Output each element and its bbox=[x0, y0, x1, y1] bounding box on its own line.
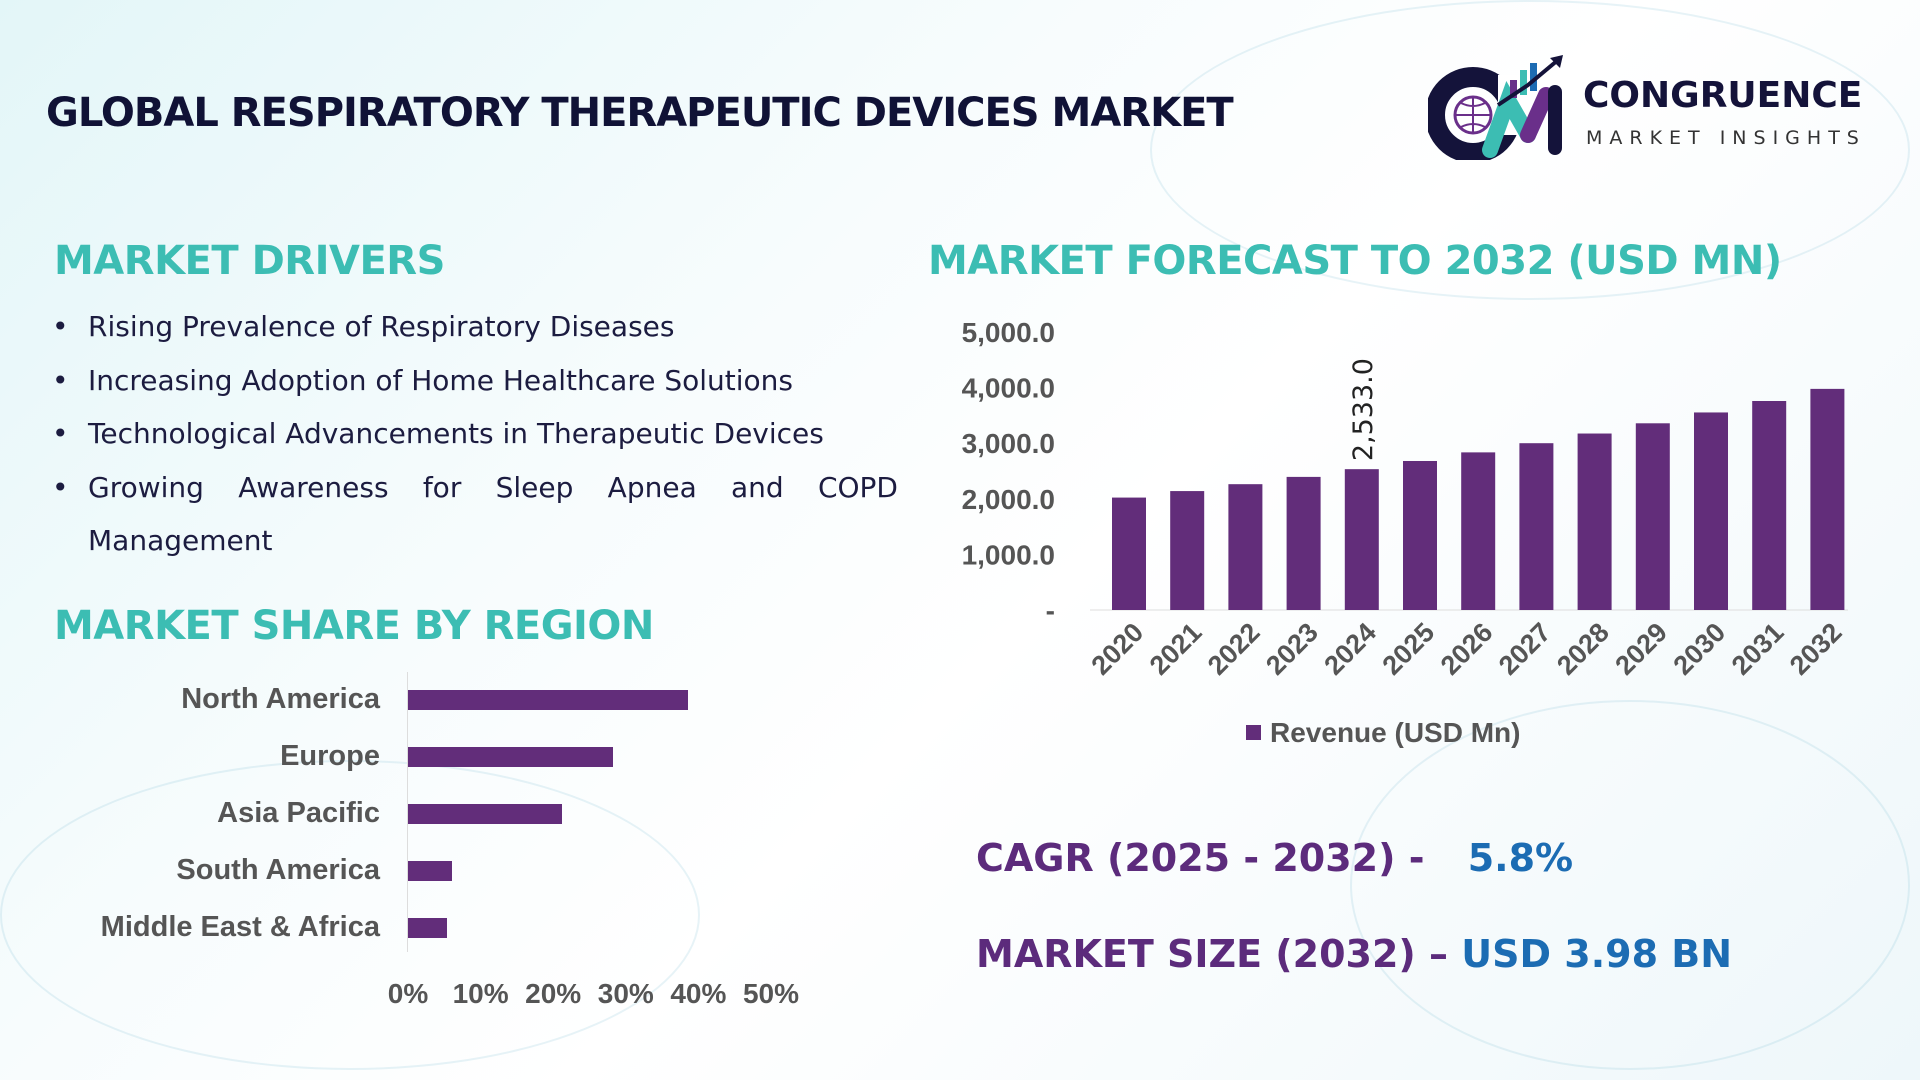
market-size-value: USD 3.98 BN bbox=[1461, 932, 1732, 976]
forecast-bar bbox=[1112, 497, 1146, 610]
logo-mark-icon bbox=[1425, 55, 1563, 163]
region-label: Europe bbox=[280, 740, 380, 772]
region-bar bbox=[408, 861, 453, 881]
logo: CONGRUENCE MARKET INSIGHTS bbox=[1425, 55, 1898, 163]
forecast-bar bbox=[1694, 412, 1728, 610]
market-size-row: MARKET SIZE (2032) – USD 3.98 BN bbox=[976, 932, 1732, 976]
driver-item: Technological Advancements in Therapeuti… bbox=[52, 407, 898, 461]
drivers-list: Rising Prevalence of Respiratory Disease… bbox=[52, 300, 898, 568]
region-label: Asia Pacific bbox=[217, 797, 380, 829]
region-axis-line bbox=[407, 672, 408, 952]
driver-item: Rising Prevalence of Respiratory Disease… bbox=[52, 300, 898, 354]
x-tick-label: 2020 bbox=[1086, 617, 1150, 681]
legend-swatch bbox=[1246, 725, 1261, 740]
region-x-tick: 20% bbox=[525, 978, 582, 1009]
y-tick-label: 3,000.0 bbox=[962, 428, 1055, 459]
cagr-value: 5.8% bbox=[1467, 836, 1574, 880]
x-tick-label: 2032 bbox=[1784, 617, 1848, 681]
market-size-label: MARKET SIZE (2032) – bbox=[976, 932, 1449, 976]
x-tick-label: 2031 bbox=[1726, 617, 1790, 681]
y-tick-label: - bbox=[1046, 595, 1055, 626]
x-tick-label: 2026 bbox=[1435, 617, 1499, 681]
drivers-heading: MARKET DRIVERS bbox=[54, 238, 445, 284]
region-x-tick: 10% bbox=[452, 978, 509, 1009]
x-tick-label: 2022 bbox=[1202, 617, 1266, 681]
driver-item: Increasing Adoption of Home Healthcare S… bbox=[52, 354, 898, 408]
region-label: South America bbox=[176, 854, 380, 886]
x-tick-label: 2028 bbox=[1551, 617, 1615, 681]
cagr-row: CAGR (2025 - 2032) - 5.8% bbox=[976, 836, 1573, 880]
logo-tagline: MARKET INSIGHTS bbox=[1586, 127, 1866, 149]
region-bar bbox=[408, 690, 689, 710]
region-bar bbox=[408, 747, 614, 767]
region-label: Middle East & Africa bbox=[100, 911, 380, 943]
y-tick-label: 5,000.0 bbox=[962, 317, 1055, 348]
x-tick-label: 2023 bbox=[1260, 617, 1324, 681]
y-tick-label: 1,000.0 bbox=[962, 539, 1055, 570]
driver-item: Growing Awareness for Sleep Apnea and CO… bbox=[52, 461, 898, 568]
background-wave bbox=[1150, 0, 1910, 300]
forecast-chart: - 1,000.0 2,000.0 3,000.0 4,000.0 5,000.0 2020… bbox=[962, 317, 1848, 748]
background-wave bbox=[0, 760, 700, 1070]
region-bar bbox=[408, 804, 562, 824]
x-tick-label: 2029 bbox=[1609, 617, 1673, 681]
x-tick-label: 2030 bbox=[1668, 617, 1732, 681]
forecast-bar bbox=[1286, 476, 1321, 610]
page-title: GLOBAL RESPIRATORY THERAPEUTIC DEVICES M… bbox=[46, 90, 1234, 136]
region-chart: North America Europe Asia Pacific South Ame… bbox=[0, 0, 900, 1080]
forecast-bar bbox=[1170, 491, 1205, 610]
x-tick-label: 2024 bbox=[1318, 617, 1382, 681]
forecast-bar bbox=[1635, 423, 1670, 610]
region-x-tick: 40% bbox=[670, 978, 727, 1009]
y-tick-label: 4,000.0 bbox=[962, 373, 1055, 404]
region-heading: MARKET SHARE BY REGION bbox=[54, 603, 654, 649]
logo-name: CONGRUENCE bbox=[1583, 75, 1863, 116]
data-label: 2,533.0 bbox=[1348, 358, 1379, 461]
background-wave bbox=[1350, 700, 1910, 1070]
x-tick-label: 2025 bbox=[1377, 617, 1441, 681]
y-tick-label: 2,000.0 bbox=[962, 484, 1055, 515]
forecast-bar bbox=[1752, 400, 1787, 610]
forecast-bar bbox=[1403, 460, 1437, 610]
region-label: North America bbox=[181, 683, 380, 715]
cagr-label: CAGR (2025 - 2032) - bbox=[976, 836, 1425, 880]
region-x-tick: 0% bbox=[387, 978, 429, 1009]
forecast-bar bbox=[1577, 433, 1612, 610]
forecast-bar bbox=[1228, 484, 1263, 610]
forecast-bar bbox=[1519, 443, 1554, 610]
x-tick-label: 2027 bbox=[1493, 617, 1557, 681]
forecast-heading: MARKET FORECAST TO 2032 (USD MN) bbox=[928, 238, 1782, 284]
region-x-tick: 30% bbox=[597, 978, 654, 1009]
forecast-bar bbox=[1461, 452, 1496, 610]
legend-label: Revenue (USD Mn) bbox=[1270, 717, 1520, 748]
x-tick-label: 2021 bbox=[1144, 617, 1208, 681]
region-x-tick: 50% bbox=[742, 978, 800, 1009]
region-bar bbox=[408, 918, 448, 938]
forecast-bar bbox=[1344, 469, 1379, 610]
forecast-bar bbox=[1810, 388, 1845, 610]
